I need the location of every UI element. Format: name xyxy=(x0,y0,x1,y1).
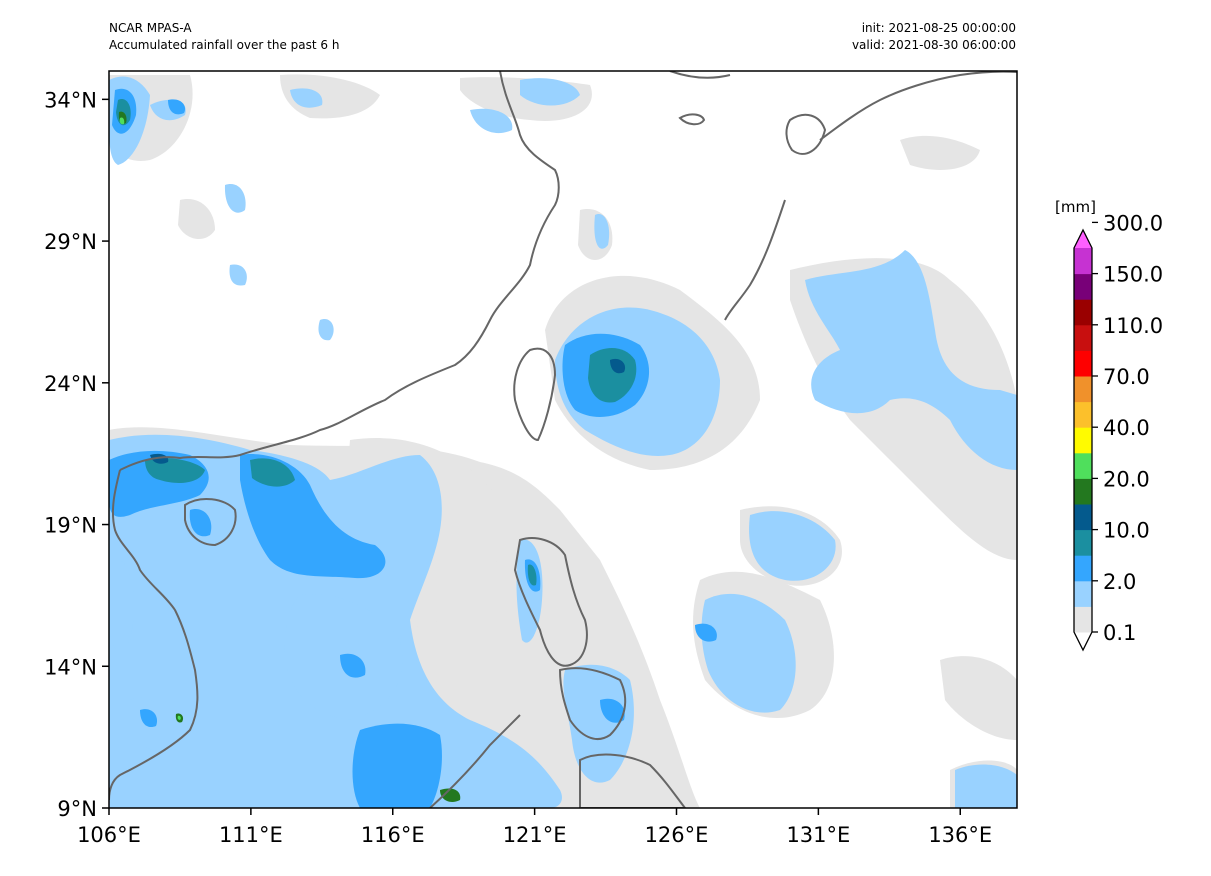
coastline-kyushu xyxy=(785,113,827,155)
coastline-china xyxy=(119,71,560,471)
colorbar: 0.1 2.0 10.0 20.0 40.0 70.0 110.0 150.0 300.0 xyxy=(1073,211,1163,652)
colorbar-tick-label: 110.0 xyxy=(1103,314,1163,338)
x-tick-label: 116°E xyxy=(361,823,425,847)
rain-band-heavy xyxy=(118,111,626,802)
init-time: init: 2021-08-25 00:00:00 xyxy=(861,21,1016,35)
y-tick-label: 9°N xyxy=(57,797,97,821)
colorbar-tick-label: 70.0 xyxy=(1103,365,1150,389)
model-name: NCAR MPAS-A xyxy=(109,21,192,35)
y-tick-label: 19°N xyxy=(44,514,97,538)
colorbar-segment xyxy=(1074,324,1092,351)
coastline-korea xyxy=(669,71,731,79)
colorbar-segment xyxy=(1074,504,1092,531)
y-tick-label: 29°N xyxy=(44,230,97,254)
colorbar-segment xyxy=(1074,555,1092,582)
coastline-visayas xyxy=(558,667,627,740)
y-tick-label: 34°N xyxy=(44,88,97,112)
colorbar-tick-label: 2.0 xyxy=(1103,570,1136,594)
coastline-jeju xyxy=(678,113,706,126)
colorbar-segment xyxy=(1074,606,1092,633)
colorbar-segment xyxy=(1074,376,1092,403)
colorbar-tick-label: 20.0 xyxy=(1103,467,1150,491)
colorbar-segment xyxy=(1074,452,1092,479)
valid-time: valid: 2021-08-30 06:00:00 xyxy=(851,38,1016,52)
colorbar-segment xyxy=(1074,350,1092,377)
coastline-hainan xyxy=(184,498,237,547)
colorbar-tick-label: 0.1 xyxy=(1103,621,1136,645)
colorbar-tick-label: 300.0 xyxy=(1103,211,1163,235)
map-frame xyxy=(108,70,1018,809)
coastlines xyxy=(109,71,1017,808)
coastline-ryukyu xyxy=(724,199,786,321)
colorbar-segment xyxy=(1074,299,1092,326)
rain-band-teal xyxy=(116,99,637,586)
colorbar-segment xyxy=(1074,427,1092,454)
colorbar-extend-max xyxy=(1074,230,1092,248)
colorbar-extend-min xyxy=(1074,632,1092,650)
rainfall-field xyxy=(109,71,1017,808)
rain-band-light-blue xyxy=(109,76,1017,808)
axis-ticks: 106°E 111°E 116°E 121°E 126°E 131°E 136°E 34°N 2… xyxy=(44,88,992,847)
colorbar-tick-label: 150.0 xyxy=(1103,263,1163,287)
colorbar-segment xyxy=(1074,580,1092,607)
x-tick-label: 111°E xyxy=(219,823,283,847)
x-tick-label: 136°E xyxy=(928,823,992,847)
colorbar-tick-label: 40.0 xyxy=(1103,416,1150,440)
colorbar-segment xyxy=(1074,273,1092,300)
colorbar-segment xyxy=(1074,478,1092,505)
coastline-mindanao xyxy=(579,753,687,808)
coastline-luzon xyxy=(513,537,588,667)
colorbar-tick-label: 10.0 xyxy=(1103,519,1150,543)
header-right: init: 2021-08-25 00:00:00 valid: 2021-08… xyxy=(852,20,1016,54)
coastline-vietnam xyxy=(109,469,199,801)
x-tick-label: 131°E xyxy=(786,823,850,847)
field-description: Accumulated rainfall over the past 6 h xyxy=(109,38,340,52)
x-tick-label: 126°E xyxy=(645,823,709,847)
colorbar-segment xyxy=(1074,529,1092,556)
y-tick-label: 24°N xyxy=(44,372,97,396)
colorbar-segment xyxy=(1074,401,1092,428)
colorbar-segment xyxy=(1074,248,1092,275)
coastline-taiwan xyxy=(513,347,557,442)
y-tick-label: 14°N xyxy=(44,655,97,679)
x-tick-label: 106°E xyxy=(77,823,141,847)
x-tick-label: 121°E xyxy=(503,823,567,847)
colorbar-units: [mm] xyxy=(1055,198,1096,216)
coastline-palawan xyxy=(429,714,521,808)
header-left: NCAR MPAS-A Accumulated rainfall over th… xyxy=(109,20,339,54)
coastline-japan xyxy=(819,71,1017,141)
